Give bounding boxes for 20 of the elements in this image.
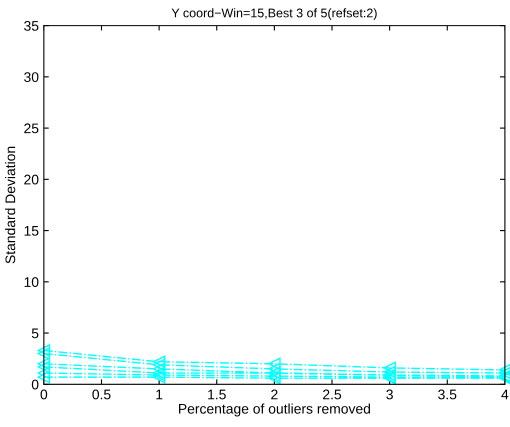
x-axis-title: Percentage of outliers removed [179, 403, 370, 416]
y-tick-label: 20 [24, 174, 38, 185]
y-tick-label: 35 [24, 20, 38, 31]
y-tick-label: 0 [32, 380, 38, 390]
x-tick-label: 4 [501, 390, 508, 400]
x-tick-label: 0.5 [92, 390, 111, 400]
x-tick-label: 3 [386, 390, 393, 400]
x-tick-label: 2 [271, 390, 278, 400]
x-tick-label: 1 [156, 390, 162, 400]
y-tick-label: 5 [32, 328, 38, 338]
chart-title: Y coord−Win=15,Best 3 of 5(refset:2) [172, 8, 377, 20]
x-tick-label: 0 [40, 390, 48, 400]
x-tick-label: 3.5 [438, 390, 456, 400]
y-tick-label: 15 [24, 226, 38, 236]
x-tick-label: 2.5 [323, 390, 342, 400]
y-tick-label: 10 [24, 277, 38, 287]
y-axis-title: Standard Deviation [5, 146, 16, 264]
x-tick-label: 1.5 [208, 390, 226, 400]
y-tick-label: 25 [24, 123, 38, 134]
y-tick-label: 30 [24, 72, 38, 82]
